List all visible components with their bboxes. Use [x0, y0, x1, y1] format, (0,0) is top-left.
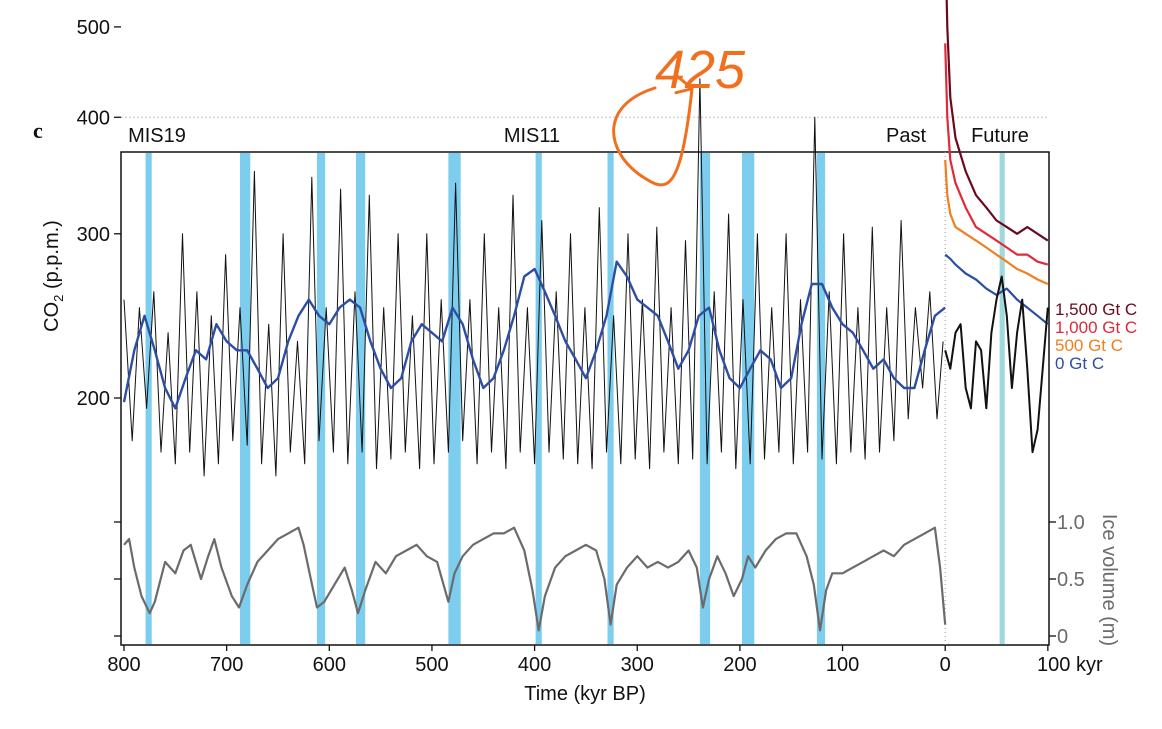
x-tick-label: 0 [940, 654, 951, 676]
co2-tick-label: 400 [77, 107, 110, 129]
x-tick-label: 300 [621, 654, 654, 676]
interglacial-band [535, 153, 542, 644]
annotation: 425 [612, 40, 746, 187]
legend-entry: 0 Gt C [1055, 354, 1104, 373]
era-label: MIS19 [128, 125, 186, 147]
x-tick-label: 700 [210, 654, 243, 676]
series-line-1 [122, 260, 946, 410]
series-line-7 [944, 275, 1049, 454]
x-tick-label: 400 [518, 654, 551, 676]
x-tick-label: 500 [415, 654, 448, 676]
era-labels: MIS19 MIS11 Past Future [128, 125, 1029, 147]
interglacial-band [607, 153, 614, 644]
interglacial-band [699, 153, 711, 644]
x-tick-label: 100 [826, 654, 859, 676]
ice-tick-label: 1.0 [1057, 512, 1085, 534]
interglacial-band [145, 153, 152, 644]
series-line-0 [123, 78, 944, 477]
era-label: Past [886, 125, 926, 147]
x-tick-label: 800 [107, 654, 140, 676]
co2-axis-label: CO2 (p.p.m.) [41, 220, 66, 332]
series-line-5 [944, 159, 1049, 286]
series-line-4 [944, 43, 1049, 266]
co2-tick-label: 500 [77, 17, 110, 39]
series-line-2 [123, 526, 947, 632]
annotation-text: 425 [655, 40, 746, 100]
interglacial-band [448, 153, 461, 644]
co2-axis: 200300400500600 [77, 17, 121, 637]
x-axis: 800 700 600 500 400 300 200 100 0 100 kyr [107, 645, 1103, 676]
interglacial-bands [145, 153, 1005, 644]
x-tick-label: 600 [313, 654, 346, 676]
legend-entry: 1,000 Gt C [1055, 318, 1137, 337]
ice-tick-label: 0 [1057, 626, 1068, 648]
series-line-6 [944, 253, 1049, 326]
annotation-arrowhead [674, 75, 694, 95]
ice-axis-label: Ice volume (m) [1098, 514, 1120, 646]
era-label: Future [971, 125, 1029, 147]
interglacial-band [741, 153, 755, 644]
legend-entry: 1,500 Gt C [1055, 300, 1137, 319]
x-tick-label: 100 kyr [1037, 654, 1103, 676]
ice-axis: 0 0.5 1.0 [1049, 512, 1085, 648]
co2-tick-label: 200 [77, 388, 110, 410]
future-band [999, 153, 1005, 644]
annotation-arrow [612, 86, 694, 187]
x-tick-label: 200 [723, 654, 756, 676]
era-label: MIS11 [504, 125, 560, 147]
legend-entry: 500 Gt C [1055, 336, 1123, 355]
interglacial-band [355, 153, 366, 644]
co2-tick-label: 300 [77, 224, 110, 246]
series-line-3 [945, 0, 1049, 242]
data-series [122, 0, 1049, 632]
panel-label: c [33, 118, 43, 143]
x-axis-label: Time (kyr BP) [524, 683, 645, 705]
ice-tick-label: 0.5 [1057, 569, 1085, 591]
